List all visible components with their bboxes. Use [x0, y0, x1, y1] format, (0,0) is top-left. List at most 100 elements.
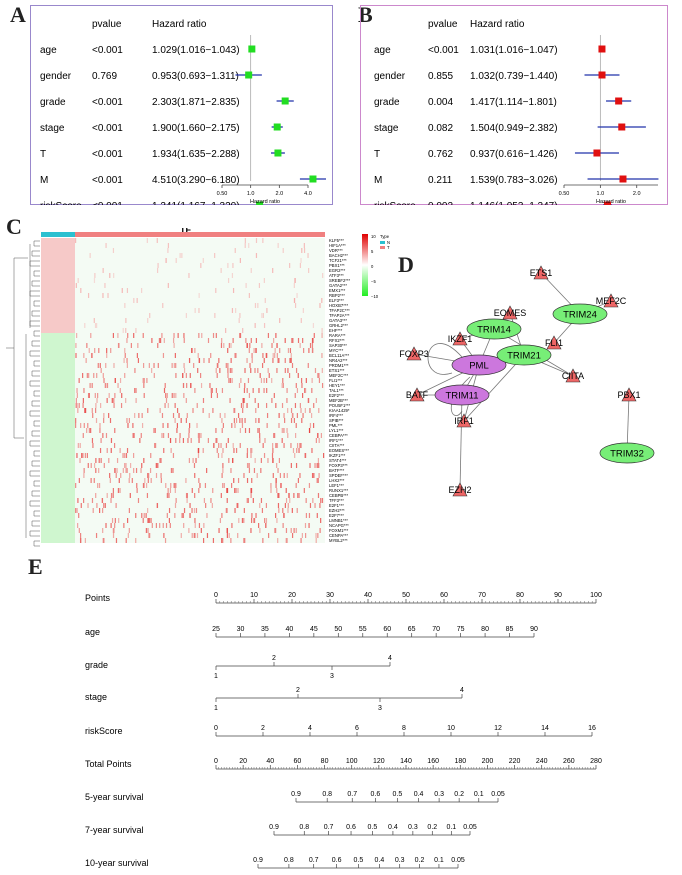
heatmap-cell [150, 478, 152, 483]
heatmap-cell [264, 518, 266, 523]
gene-label: E2F2*** [329, 393, 344, 398]
heatmap-cell [287, 508, 289, 513]
heatmap-cell [256, 473, 258, 478]
heatmap-cell [93, 463, 96, 468]
heatmap-cell [243, 398, 245, 403]
gene-label: IRF1*** [329, 438, 343, 443]
heatmap-cell [41, 318, 75, 323]
heatmap-cell [289, 358, 291, 363]
forest-plot-b: pvalue Hazard ratio age <0.001 1.031(1.016−1… [360, 5, 668, 205]
heatmap-cell [283, 473, 285, 478]
heatmap-cell [193, 533, 195, 538]
heatmap-cell [248, 428, 251, 433]
heatmap-cell [258, 523, 260, 528]
panel-letter-e: E [28, 554, 43, 579]
heatmap-cell [212, 538, 215, 543]
heatmap-cell [94, 273, 96, 278]
heatmap-cell [241, 518, 244, 523]
heatmap-cell [293, 418, 295, 423]
heatmap-cell [223, 343, 225, 348]
heatmap-cell [210, 393, 213, 398]
heatmap-cell [222, 463, 224, 468]
row-pvalue: <0.001 [92, 175, 123, 186]
tf-node [546, 335, 562, 350]
heatmap-cell [246, 498, 248, 503]
heatmap-cell [155, 443, 157, 448]
tf-node [603, 293, 619, 308]
heatmap-cell [126, 448, 129, 453]
heatmap-cell [203, 358, 205, 363]
heatmap-cell [133, 298, 135, 303]
heatmap-cell [169, 438, 172, 443]
tf-node-label: EZH2 [448, 485, 471, 495]
heatmap-cell [317, 493, 320, 498]
tf-node [502, 305, 518, 320]
heatmap-cell [185, 478, 187, 483]
heatmap-cell [174, 353, 176, 358]
heatmap-cell [246, 463, 249, 468]
heatmap-cell [41, 313, 75, 318]
heatmap-cell [125, 468, 127, 473]
heatmap-cell [147, 408, 149, 413]
heatmap-cell [41, 458, 75, 463]
heatmap-cell [115, 538, 118, 543]
heatmap-cell [126, 518, 129, 523]
heatmap-cell [321, 353, 323, 358]
heatmap-cell [278, 423, 280, 428]
heatmap-cell [239, 333, 242, 338]
nomogram-tick-label: 6 [355, 725, 359, 732]
heatmap-cell [248, 393, 251, 398]
heatmap-cell [264, 298, 266, 303]
heatmap-cell [286, 398, 288, 403]
heatmap-cell [315, 538, 317, 543]
gene-label: EHF*** [329, 328, 343, 333]
heatmap-cell [309, 343, 312, 348]
heatmap-cell [128, 508, 130, 513]
heatmap-cell [277, 468, 279, 473]
heatmap-cell [198, 293, 200, 298]
heatmap-cell [287, 408, 289, 413]
heatmap-cell [305, 388, 307, 393]
heatmap-cell [265, 503, 267, 508]
tf-node [406, 346, 422, 361]
heatmap-cell [41, 428, 75, 433]
heatmap-cell [234, 423, 236, 428]
heatmap-cell [123, 358, 125, 363]
heatmap-cells [41, 238, 325, 543]
heatmap-cell [294, 278, 296, 283]
nomogram-tick-label: 0.2 [454, 791, 464, 798]
heatmap-cell [78, 378, 80, 383]
nomogram-tick-label: 4 [460, 687, 464, 694]
nomogram-tick-label: 75 [457, 626, 465, 633]
heatmap-cell [210, 498, 212, 503]
row-label: M [374, 175, 382, 186]
heatmap-cell [283, 443, 285, 448]
heatmap-cell [186, 413, 188, 418]
dendrogram-branch [31, 310, 40, 317]
heatmap-cell [96, 503, 98, 508]
heatmap-cell [157, 343, 159, 348]
nomogram-tick-label: 3 [378, 705, 382, 712]
nomogram-tick-label: 85 [506, 626, 514, 633]
heatmap-cell [321, 328, 323, 333]
heatmap-cell [281, 403, 284, 408]
heatmap-cell [227, 278, 230, 283]
gene-label: FOXP3*** [329, 463, 348, 468]
heatmap-cell [303, 488, 305, 493]
heatmap-cell [290, 463, 292, 468]
nomogram-tick-label: 10 [447, 725, 455, 732]
heatmap-cell [148, 533, 150, 538]
heatmap-cell [41, 418, 75, 423]
heatmap-cell [206, 533, 209, 538]
tf-node [621, 387, 637, 402]
heatmap-cell [79, 538, 82, 543]
heatmap-cell [308, 513, 311, 518]
heatmap-cell [171, 393, 173, 398]
heatmap-cell [202, 398, 205, 403]
heatmap-cell [105, 363, 107, 368]
heatmap-cell [294, 393, 296, 398]
heatmap-cell [102, 538, 104, 543]
heatmap-cell [183, 338, 185, 343]
heatmap-cell [175, 393, 177, 398]
heatmap-cell [127, 423, 129, 428]
